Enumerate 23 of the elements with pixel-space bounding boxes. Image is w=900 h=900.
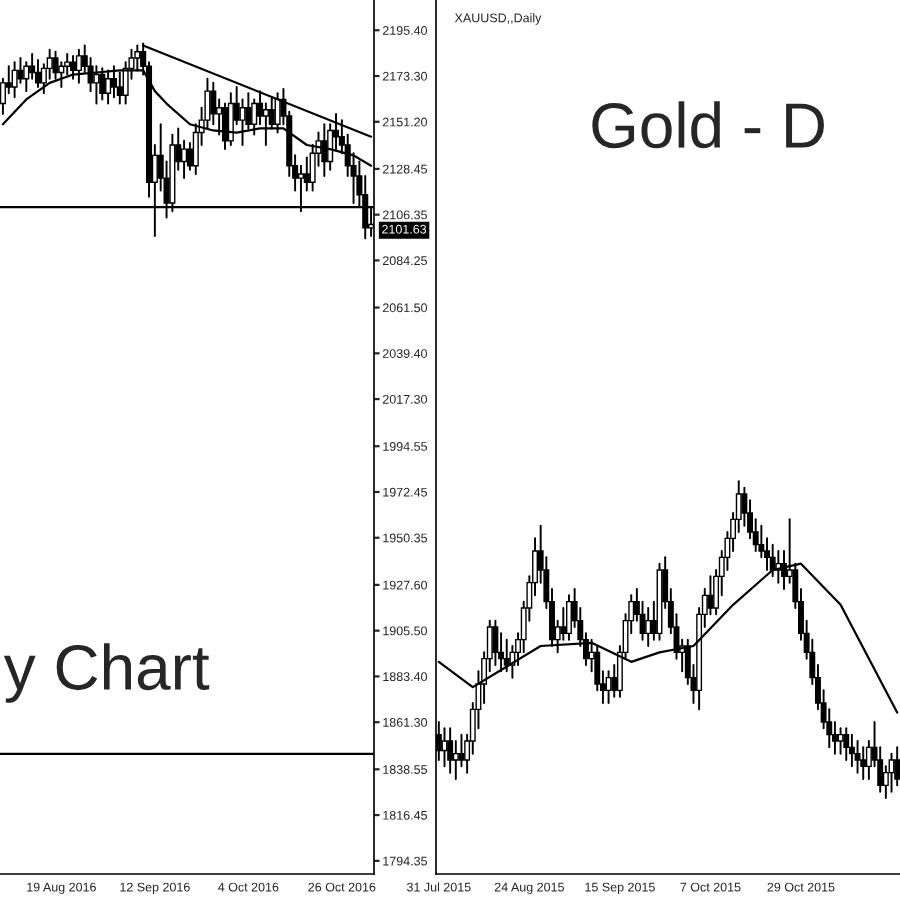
candlestick: [894, 746, 900, 787]
text: Gold - D: [592, 101, 824, 149]
candlestick: [221, 102, 229, 151]
candlestick: [239, 98, 246, 146]
candlestick: [843, 727, 850, 761]
candlestick: [492, 619, 499, 666]
candlestick: [854, 740, 861, 774]
candlestick: [447, 727, 454, 774]
candlestick: [645, 607, 652, 647]
candlestick: [29, 52, 36, 80]
candlestick: [837, 727, 844, 755]
candlestick: [181, 139, 188, 180]
candlestick: [452, 740, 459, 780]
candlestick: [860, 746, 867, 780]
candlestick: [566, 594, 572, 641]
candlestick: [11, 61, 18, 99]
candlestick: [251, 98, 258, 136]
candlestick: [262, 102, 269, 146]
candlestick: [227, 92, 234, 146]
candlestick: [848, 733, 855, 768]
candlestick: [216, 98, 223, 136]
annotation: y Chart: [3, 643, 210, 703]
candlestick: [23, 61, 30, 93]
